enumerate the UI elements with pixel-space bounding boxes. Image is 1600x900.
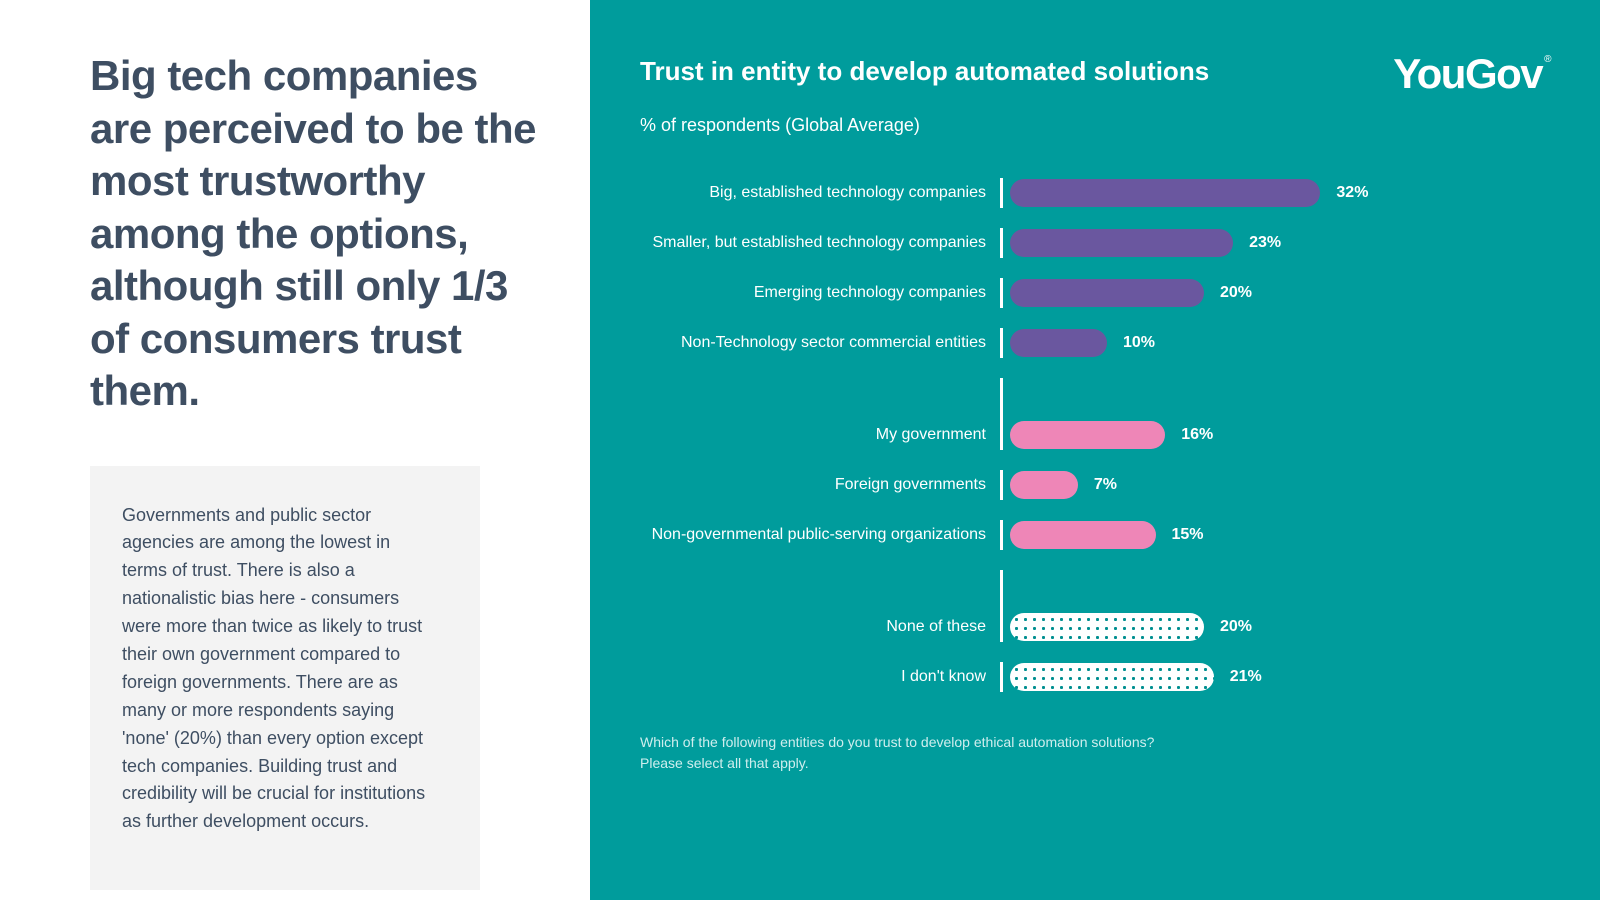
axis-segment: [1000, 328, 1010, 358]
bar-label: Foreign governments: [640, 475, 1000, 494]
bar-label: Non-Technology sector commercial entitie…: [640, 333, 1000, 352]
chart-row: I don't know 21%: [640, 662, 1550, 692]
bar-value: 20%: [1220, 618, 1252, 636]
bar-label: I don't know: [640, 667, 1000, 686]
chart-row: Non-governmental public-serving organiza…: [640, 520, 1550, 550]
bar: [1010, 229, 1233, 257]
chart-row: Non-Technology sector commercial entitie…: [640, 328, 1550, 358]
axis-segment: [1000, 520, 1010, 550]
chart-row: Emerging technology companies 20%: [640, 278, 1550, 308]
bar-value: 15%: [1172, 526, 1204, 544]
bar-cell: 15%: [1010, 521, 1204, 549]
group-gap: [640, 570, 1550, 612]
axis-segment: [1000, 662, 1010, 692]
bar-label: Non-governmental public-serving organiza…: [640, 525, 1000, 544]
axis-segment: [1000, 278, 1010, 308]
body-box: Governments and public sector agencies a…: [90, 466, 480, 891]
bar-value: 23%: [1249, 234, 1281, 252]
axis-segment: [1000, 470, 1010, 500]
chart-question: Which of the following entities do you t…: [640, 732, 1180, 774]
chart-row: None of these 20%: [640, 612, 1550, 642]
bar: [1010, 179, 1320, 207]
bar-label: Emerging technology companies: [640, 283, 1000, 302]
chart-row: Big, established technology companies 32%: [640, 178, 1550, 208]
axis-segment: [1000, 612, 1010, 642]
bar-label: My government: [640, 425, 1000, 444]
brand-logo: YouGov®: [1393, 50, 1550, 98]
bar-value: 20%: [1220, 284, 1252, 302]
chart-subtitle: % of respondents (Global Average): [640, 115, 1550, 136]
axis-segment: [1000, 228, 1010, 258]
bar-cell: 23%: [1010, 229, 1281, 257]
bar-label: None of these: [640, 617, 1000, 636]
bar: [1010, 521, 1156, 549]
body-text: Governments and public sector agencies a…: [122, 502, 440, 837]
bar: [1010, 613, 1204, 641]
bar-cell: 7%: [1010, 471, 1117, 499]
bar-label: Smaller, but established technology comp…: [640, 233, 1000, 252]
brand-name: YouGov: [1393, 50, 1542, 98]
bar: [1010, 329, 1107, 357]
bar-cell: 16%: [1010, 421, 1213, 449]
bar-value: 7%: [1094, 476, 1117, 494]
bar-chart: Big, established technology companies 32%…: [640, 178, 1550, 692]
bar: [1010, 663, 1214, 691]
bar-cell: 20%: [1010, 613, 1252, 641]
headline: Big tech companies are perceived to be t…: [90, 50, 540, 418]
bar-value: 10%: [1123, 334, 1155, 352]
brand-mark-icon: ®: [1544, 54, 1550, 65]
bar-cell: 20%: [1010, 279, 1252, 307]
bar-label: Big, established technology companies: [640, 183, 1000, 202]
axis-segment: [1000, 178, 1010, 208]
axis-segment: [1000, 420, 1010, 450]
left-panel: Big tech companies are perceived to be t…: [0, 0, 590, 900]
chart-row: Foreign governments 7%: [640, 470, 1550, 500]
chart-row: My government 16%: [640, 420, 1550, 450]
bar: [1010, 471, 1078, 499]
bar: [1010, 279, 1204, 307]
bar-cell: 10%: [1010, 329, 1155, 357]
chart-row: Smaller, but established technology comp…: [640, 228, 1550, 258]
bar-value: 21%: [1230, 668, 1262, 686]
bar-value: 32%: [1336, 184, 1368, 202]
bar-cell: 32%: [1010, 179, 1368, 207]
bar-cell: 21%: [1010, 663, 1262, 691]
group-gap: [640, 378, 1550, 420]
right-panel: YouGov® Trust in entity to develop autom…: [590, 0, 1600, 900]
bar-value: 16%: [1181, 426, 1213, 444]
bar: [1010, 421, 1165, 449]
